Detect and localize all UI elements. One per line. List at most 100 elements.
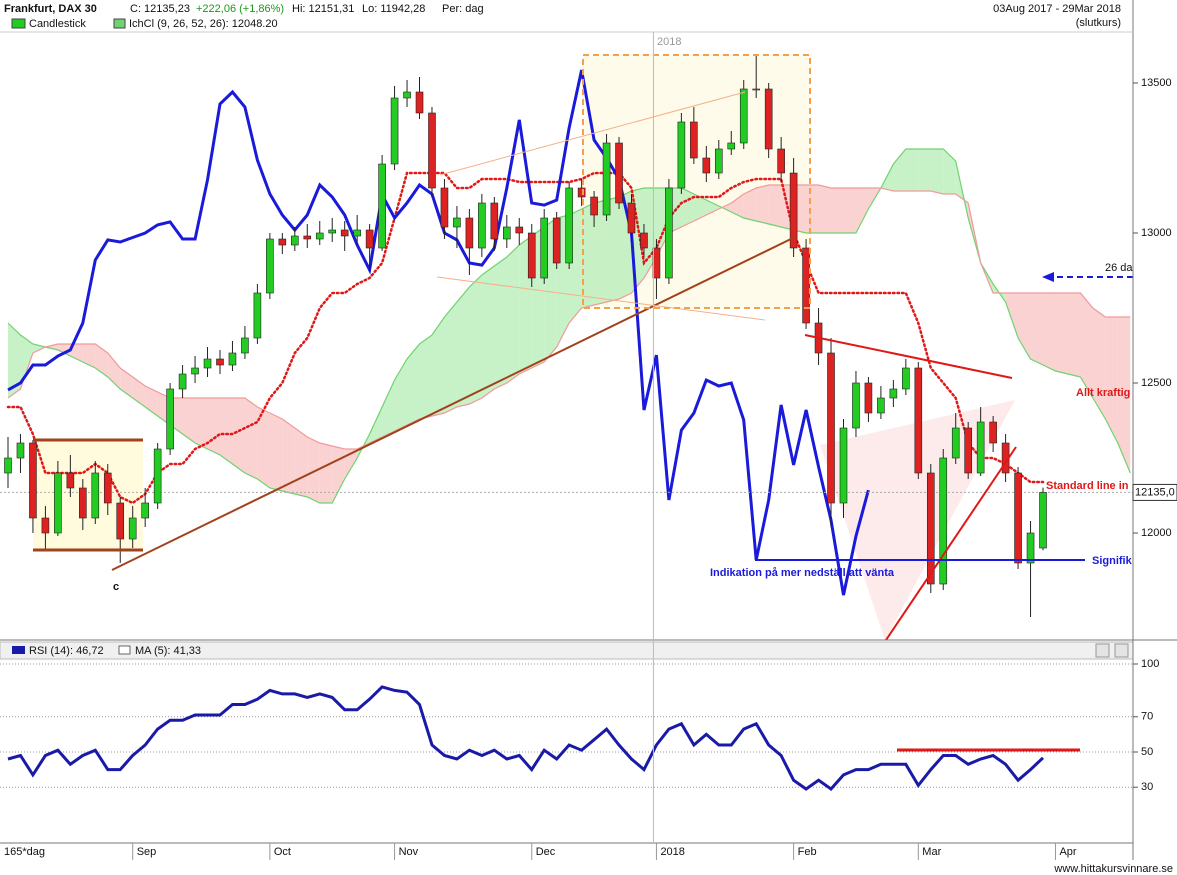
candle-body [989,421,997,444]
span-b [7,184,1131,450]
candle-body [103,472,112,504]
cloud-segment [120,368,133,398]
cloud-segment [731,194,744,218]
candle-body [490,202,499,240]
x-tick-label: Oct [274,846,291,858]
candle-body [640,232,648,249]
x-tick-label: Dec [536,846,556,858]
cloud-segment [269,413,283,491]
candle-body [203,358,212,369]
candle-body [79,487,87,519]
indicator-lines [0,69,1133,596]
close-button[interactable] [1114,643,1129,658]
y-tick-label: 50 [1141,746,1153,758]
candle-body [577,187,586,198]
cloud-segment [718,203,732,212]
candle-body [378,163,386,249]
annotation: Allt kraftig [1076,387,1130,399]
cloud-segment [382,380,395,437]
y-tick-label: 12000 [1141,527,1172,539]
candle-body [764,88,773,150]
candle-body [702,157,711,174]
legend: Candlestick IchCl (9, 26, 52, 26): 12048.… [11,18,278,30]
candle-body [4,457,12,474]
axis-bg [1133,32,1177,860]
cloud-segment [132,377,146,407]
tool-button[interactable] [1095,643,1110,658]
candle-body [291,235,299,246]
cloud-segment [394,359,408,431]
cloud-segment [918,149,931,191]
cloud-segment [1080,293,1093,398]
candle-body [66,472,75,489]
candle-body [29,442,37,519]
cloud-segment [1043,293,1056,371]
range-box [33,440,143,550]
cloud-segment [431,317,445,416]
cloud-segment [294,428,308,497]
x-tick-label: 2018 [660,846,684,858]
rsi-lines [7,685,1045,792]
candle-body [976,421,985,474]
cloud-segment [1005,293,1019,338]
cloud-segment [743,188,757,221]
cloud-segment [195,398,208,449]
candle-body [253,292,262,339]
candle-body [116,502,125,540]
annotation: c [113,581,119,593]
y-tick-label: 13500 [1141,77,1172,89]
legend-label: IchCl (9, 26, 52, 26): 12048.20 [129,18,278,30]
date-range: 03Aug 2017 - 29Mar 2018 [993,3,1121,15]
y-tick-label: 30 [1141,781,1153,793]
candle-body [527,232,536,279]
candle-body [615,142,623,204]
x-tick-label: Sep [137,846,157,858]
base-line [6,171,1045,505]
candle-body [365,229,374,249]
cloud-segment [369,407,383,443]
cloud-segment [20,335,33,389]
candles [4,56,1047,617]
cloud-segment [407,344,420,425]
drawings: Indikation på mer nedställ att vänta Sig… [33,36,1133,640]
candle-body [91,472,100,519]
legend-label: Candlestick [29,18,86,30]
low-info: Lo: 11942,28 [362,3,425,15]
candle-body [739,88,748,144]
annotation: Signifik [1092,555,1133,567]
candle-body [714,148,723,174]
candle-body [278,238,287,246]
cloud-segment [1067,293,1081,377]
legend: RSI (14): 46,72 MA (5): 41,33 [12,645,201,657]
arrow-head [1042,272,1054,282]
cloud-segment [905,149,919,191]
candle-body [652,247,661,279]
last-price-box [1132,483,1177,501]
cloud-segment [831,188,844,233]
candle-body [515,226,524,234]
cloud-segment [419,335,432,419]
close-info: C: 12135,23 [130,3,190,15]
legend-swatch [11,18,26,29]
header-bg [0,0,1177,32]
candle-body [315,232,324,240]
cloud-segment [319,443,333,503]
candle-body [964,427,972,474]
cloud-segment [182,398,196,443]
candle-body [241,337,249,354]
candle-body [627,202,636,234]
cloud-segment [693,194,707,221]
candle-body [453,217,461,228]
highlight-box-border [582,54,811,309]
candle-body [777,148,785,174]
cloud-segment [594,200,607,305]
candle-body [166,388,174,450]
rsi-line [7,685,1045,792]
candle-body [153,448,162,504]
candle-body [390,97,399,165]
candle-body [914,367,923,474]
candle-body [16,442,25,459]
price-plot: Indikation på mer nedställ att vänta Sig… [0,36,1133,640]
cloud-segment [307,437,320,503]
